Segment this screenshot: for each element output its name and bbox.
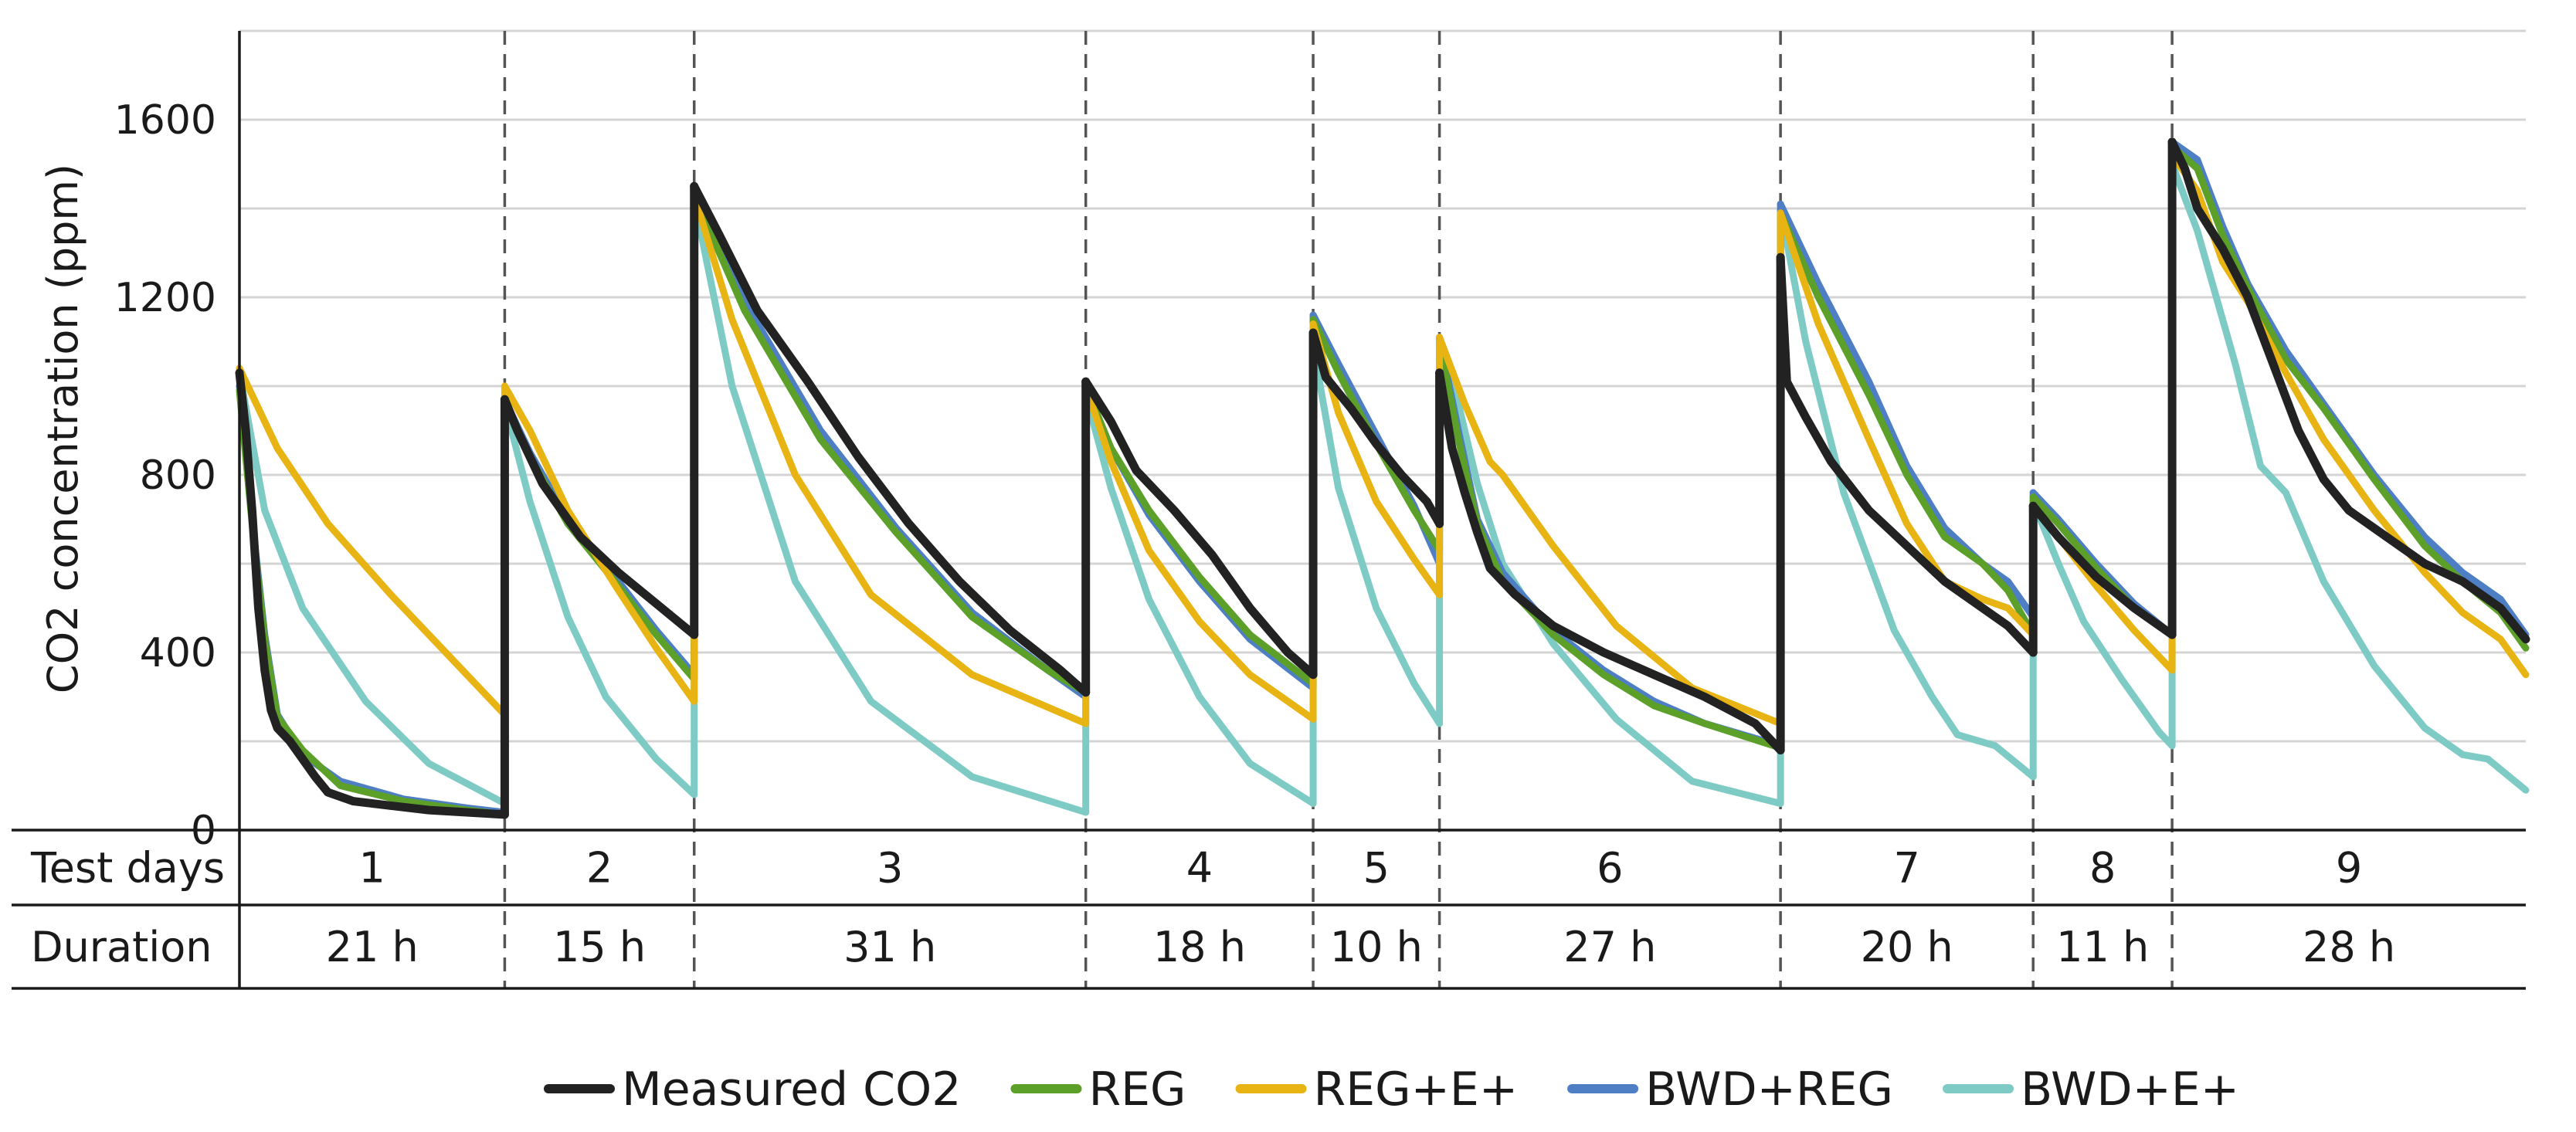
series-line: [2168, 143, 2530, 652]
segment-dividers: [503, 31, 2174, 988]
row-cell: 1: [359, 844, 385, 893]
series-line: [1082, 382, 1317, 723]
series-line: [501, 400, 698, 798]
legend-item: REG+E+: [1235, 1063, 1519, 1117]
legend-label: BWD+E+: [2021, 1063, 2239, 1117]
legend-label: BWD+REG: [1645, 1063, 1893, 1117]
series-line: [1082, 391, 1317, 807]
row-cell: 2: [586, 844, 613, 893]
row-cell: 21 h: [326, 923, 419, 971]
series-line: [1436, 338, 1784, 752]
y-tick-label: 0: [191, 808, 216, 854]
series-line: [1777, 209, 2037, 639]
row-cell: 31 h: [843, 923, 936, 971]
row-cell: 11 h: [2056, 923, 2149, 971]
series-line: [2167, 137, 2530, 644]
series-line: [2029, 498, 2176, 750]
series-line: [1309, 342, 1444, 727]
row-label: Test days: [30, 844, 225, 893]
series-line: [235, 368, 509, 819]
series-line: [236, 369, 508, 807]
row-cell: 9: [2336, 844, 2362, 893]
series-bwd-reg: [236, 138, 2530, 816]
legend-label: REG: [1088, 1063, 1186, 1117]
row-cell: 15 h: [553, 923, 646, 971]
series-measured-co2: [235, 137, 2530, 819]
row-cell: 20 h: [1861, 923, 1953, 971]
grid-lines: [239, 29, 2526, 743]
row-cell: 27 h: [1563, 923, 1656, 971]
series-line: [1777, 200, 2037, 621]
legend: Measured CO2 REG REG+E+ BWD+REG BWD+E+: [544, 1063, 2239, 1117]
series-line: [1777, 209, 2037, 639]
series-line: [691, 191, 1090, 696]
segment-table: Test days 1 2 3 4 5 6 7 8 9 Duration 21 h 15 h 31 h 18…: [30, 844, 2395, 972]
series-line: [1436, 334, 1784, 750]
row-cell: 5: [1363, 844, 1390, 893]
row-cell: 4: [1186, 844, 1213, 893]
row-cell: 6: [1597, 844, 1623, 893]
legend-item: BWD+E+: [1943, 1063, 2239, 1117]
series-line: [236, 364, 508, 718]
row-cell: 10 h: [1330, 923, 1423, 971]
series-line: [691, 196, 1090, 816]
series-line: [690, 181, 1091, 697]
series-lines: [235, 137, 2530, 819]
series-line: [1436, 334, 1784, 727]
series-reg: [236, 143, 2530, 818]
row-cell: 8: [2089, 844, 2116, 893]
series-line: [1435, 368, 1785, 754]
y-tick-label: 1200: [114, 275, 216, 321]
y-tick-label: 400: [140, 630, 216, 676]
series-reg-e-: [236, 151, 2530, 727]
axes: [12, 31, 2526, 990]
y-tick-labels: 0 400 800 1200 1600: [114, 97, 216, 854]
legend-item: Measured CO2: [544, 1063, 961, 1117]
series-line: [500, 395, 699, 639]
y-tick-label: 1600: [114, 97, 216, 144]
series-line: [2168, 161, 2530, 794]
y-axis-label: CO2 concentration (ppm): [39, 164, 87, 693]
row-cell: 3: [877, 844, 903, 893]
series-line: [2028, 501, 2177, 639]
series-line: [1777, 205, 2037, 781]
series-line: [1081, 377, 1318, 680]
y-tick-label: 800: [140, 452, 216, 499]
legend-item: BWD+REG: [1567, 1063, 1893, 1117]
series-bwd-e-: [236, 161, 2530, 816]
legend-label: Measured CO2: [622, 1063, 961, 1117]
series-line: [501, 382, 698, 705]
series-line: [1308, 328, 1444, 528]
legend-item: REG: [1010, 1063, 1186, 1117]
series-line: [691, 191, 1090, 727]
series-line: [1776, 252, 2038, 657]
legend-label: REG+E+: [1314, 1063, 1519, 1117]
series-line: [2168, 138, 2530, 639]
row-cell: 18 h: [1153, 923, 1246, 971]
series-line: [1082, 382, 1317, 687]
row-label: Duration: [31, 923, 212, 971]
row-cell: 7: [1893, 844, 1919, 893]
row-cell: 28 h: [2303, 923, 2395, 971]
